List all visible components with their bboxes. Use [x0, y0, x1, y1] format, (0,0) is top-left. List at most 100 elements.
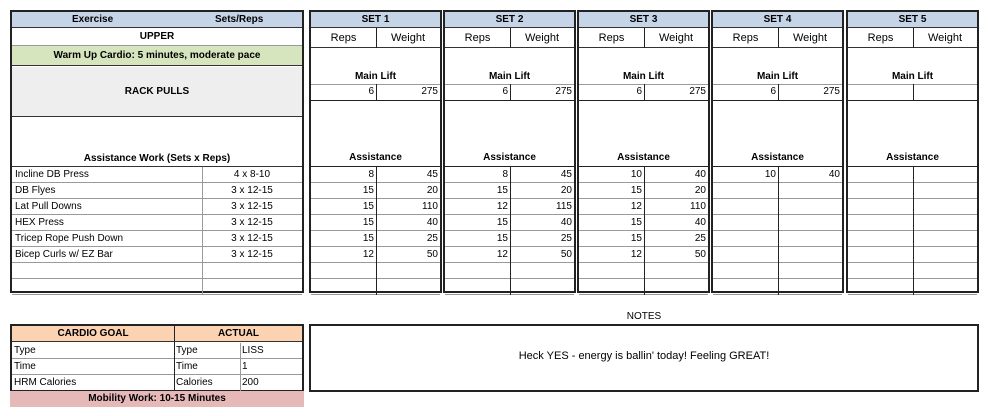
reps-cell[interactable]	[579, 263, 644, 279]
reps-cell[interactable]	[713, 247, 778, 263]
exercise-panel: Exercise Sets/Reps UPPER Warm Up Cardio:…	[10, 10, 304, 295]
cardio-goal-label: Type	[14, 345, 36, 356]
weight-cell[interactable]: 110	[422, 201, 438, 212]
set-title: SET 5	[848, 12, 977, 28]
reps-cell[interactable]: 15	[630, 233, 642, 244]
weight-cell[interactable]: 25	[694, 233, 706, 244]
reps-cell[interactable]: 8	[368, 169, 374, 180]
weight-cell[interactable]	[376, 263, 440, 279]
weight-cell[interactable]	[913, 215, 977, 231]
reps-cell[interactable]: 8	[502, 169, 508, 180]
main-lift-reps[interactable]: 6	[368, 86, 374, 97]
set-title: SET 4	[713, 12, 842, 28]
reps-cell[interactable]: 15	[496, 217, 508, 228]
weight-cell[interactable]: 40	[694, 169, 706, 180]
reps-cell[interactable]: 12	[630, 201, 642, 212]
main-lift-reps[interactable]: 6	[502, 86, 508, 97]
weight-cell[interactable]	[778, 183, 842, 199]
reps-cell[interactable]: 12	[496, 249, 508, 260]
weight-cell[interactable]: 115	[556, 201, 572, 212]
reps-cell[interactable]	[848, 199, 913, 215]
reps-cell[interactable]: 15	[630, 217, 642, 228]
reps-cell[interactable]	[848, 231, 913, 247]
reps-cell[interactable]	[445, 279, 510, 295]
reps-cell[interactable]	[311, 263, 376, 279]
reps-cell[interactable]	[713, 183, 778, 199]
reps-cell[interactable]: 10	[764, 169, 776, 180]
reps-cell[interactable]: 15	[630, 185, 642, 196]
weight-cell[interactable]	[778, 199, 842, 215]
main-lift-weight[interactable]	[913, 84, 977, 100]
weight-cell[interactable]: 25	[426, 233, 438, 244]
main-lift-weight[interactable]: 275	[689, 86, 706, 97]
weight-cell[interactable]	[913, 183, 977, 199]
weight-cell[interactable]	[778, 247, 842, 263]
main-lift-reps[interactable]: 6	[770, 86, 776, 97]
weight-cell[interactable]	[644, 279, 708, 295]
weight-cell[interactable]	[913, 263, 977, 279]
weight-cell[interactable]: 20	[426, 185, 438, 196]
reps-cell[interactable]	[713, 263, 778, 279]
reps-cell[interactable]: 15	[496, 185, 508, 196]
reps-cell[interactable]: 12	[362, 249, 374, 260]
reps-cell[interactable]	[713, 231, 778, 247]
reps-cell[interactable]: 12	[630, 249, 642, 260]
weight-cell[interactable]	[510, 263, 574, 279]
reps-cell[interactable]: 15	[496, 233, 508, 244]
weight-cell[interactable]	[510, 279, 574, 295]
weight-cell[interactable]: 20	[560, 185, 572, 196]
weight-cell[interactable]: 45	[560, 169, 572, 180]
weight-cell[interactable]	[913, 231, 977, 247]
weight-cell[interactable]: 40	[426, 217, 438, 228]
reps-cell[interactable]	[579, 279, 644, 295]
reps-cell[interactable]: 10	[630, 169, 642, 180]
reps-cell[interactable]	[848, 215, 913, 231]
list-item: HEX Press 3 x 12-15	[12, 215, 302, 231]
cardio-actual-value[interactable]: 1	[242, 361, 248, 372]
cardio-actual-value[interactable]: 200	[242, 377, 259, 388]
reps-cell[interactable]	[311, 279, 376, 295]
weight-cell[interactable]	[913, 199, 977, 215]
main-lift-weight[interactable]: 275	[823, 86, 840, 97]
weight-cell[interactable]	[644, 263, 708, 279]
reps-cell[interactable]	[848, 279, 913, 295]
weight-cell[interactable]	[913, 167, 977, 183]
weight-cell[interactable]: 50	[426, 249, 438, 260]
weight-cell[interactable]: 110	[690, 201, 706, 212]
weight-cell[interactable]: 40	[828, 169, 840, 180]
reps-cell[interactable]	[848, 263, 913, 279]
weight-cell[interactable]	[778, 231, 842, 247]
reps-cell[interactable]: 15	[362, 185, 374, 196]
notes-box[interactable]: Heck YES - energy is ballin' today! Feel…	[309, 324, 979, 392]
weight-cell[interactable]: 20	[694, 185, 706, 196]
weight-cell[interactable]	[376, 279, 440, 295]
weight-cell[interactable]	[778, 215, 842, 231]
reps-cell[interactable]	[848, 183, 913, 199]
cardio-actual-value[interactable]: LISS	[242, 345, 264, 356]
weight-cell[interactable]: 50	[694, 249, 706, 260]
reps-cell[interactable]: 15	[362, 201, 374, 212]
reps-cell[interactable]	[848, 247, 913, 263]
reps-cell[interactable]	[445, 263, 510, 279]
weight-cell[interactable]: 45	[426, 169, 438, 180]
weight-cell[interactable]	[778, 279, 842, 295]
weight-cell[interactable]	[913, 279, 977, 295]
main-lift-weight[interactable]: 275	[421, 86, 438, 97]
reps-cell[interactable]: 12	[496, 201, 508, 212]
weight-cell[interactable]: 40	[560, 217, 572, 228]
reps-cell[interactable]	[713, 215, 778, 231]
set-panel: SET 3 Reps Weight Main Lift 6 275 Assistance 10…	[577, 10, 710, 295]
reps-cell[interactable]	[848, 167, 913, 183]
weight-cell[interactable]: 50	[560, 249, 572, 260]
reps-cell[interactable]: 15	[362, 233, 374, 244]
main-lift-reps[interactable]	[848, 84, 913, 100]
main-lift-weight[interactable]: 275	[555, 86, 572, 97]
weight-cell[interactable]	[913, 247, 977, 263]
main-lift-reps[interactable]: 6	[636, 86, 642, 97]
reps-cell[interactable]	[713, 199, 778, 215]
weight-cell[interactable]: 40	[694, 217, 706, 228]
weight-cell[interactable]: 25	[560, 233, 572, 244]
weight-cell[interactable]	[778, 263, 842, 279]
reps-cell[interactable]	[713, 279, 778, 295]
reps-cell[interactable]: 15	[362, 217, 374, 228]
